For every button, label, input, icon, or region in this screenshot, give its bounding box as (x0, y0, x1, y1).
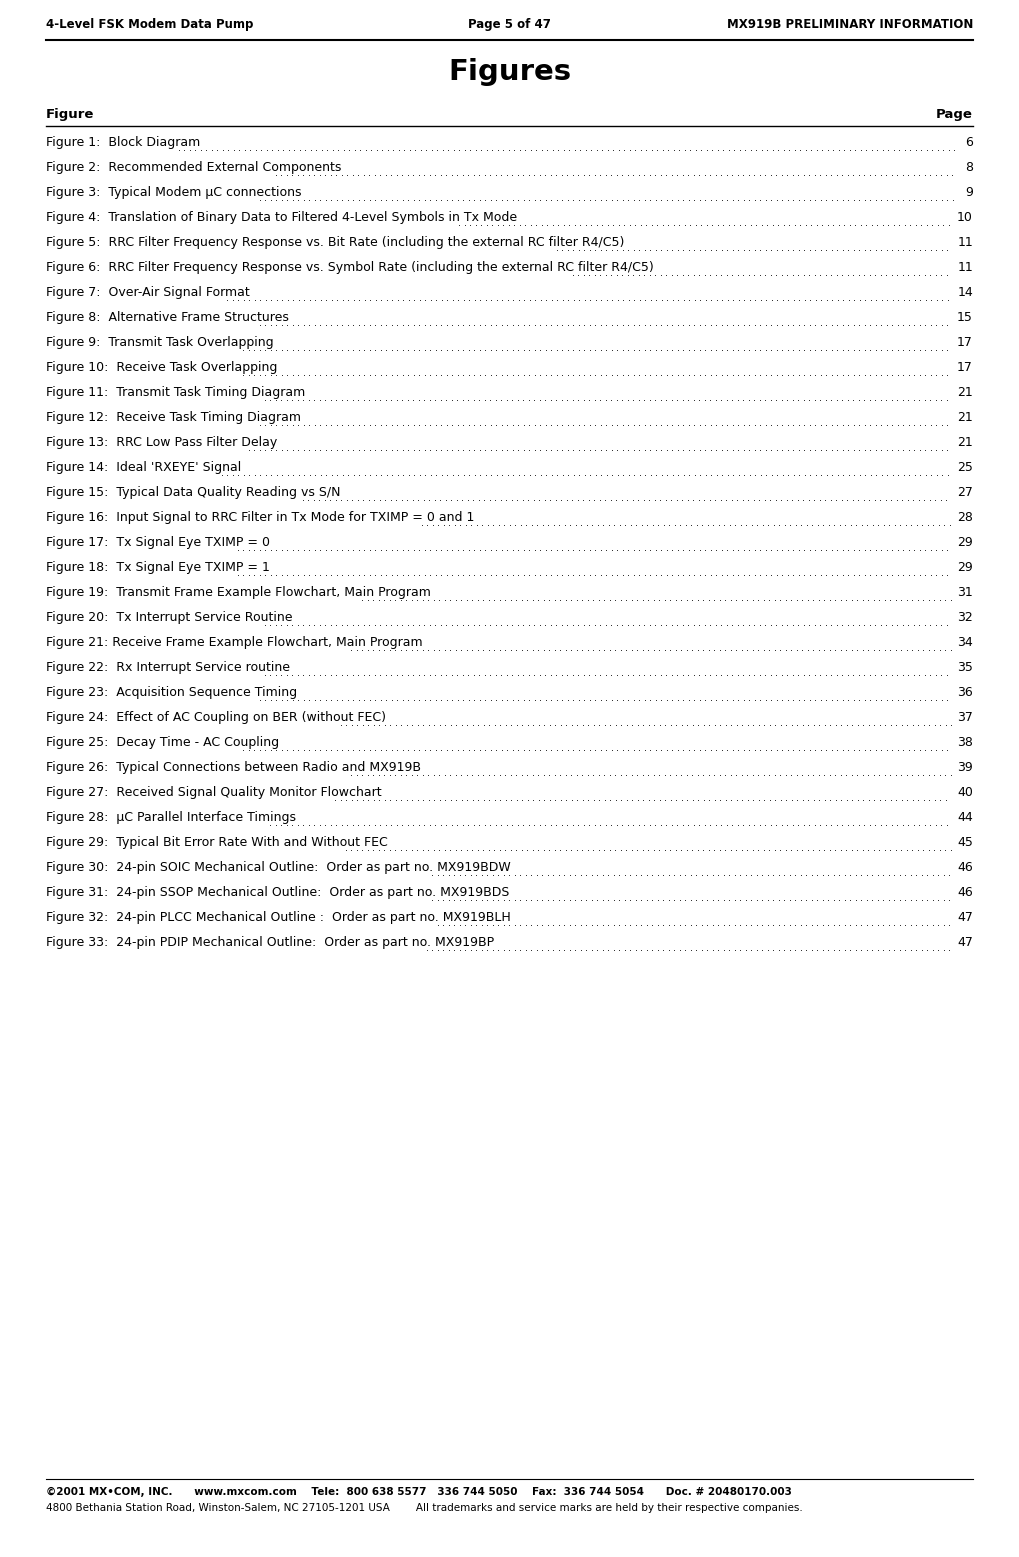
Text: Figure 19:  Transmit Frame Example Flowchart, Main Program: Figure 19: Transmit Frame Example Flowch… (46, 585, 431, 599)
Text: 37: 37 (957, 712, 973, 724)
Text: 11: 11 (957, 237, 973, 249)
Text: 40: 40 (957, 786, 973, 799)
Text: 17: 17 (957, 336, 973, 349)
Text: Figures: Figures (448, 58, 571, 86)
Text: Figure 22:  Rx Interrupt Service routine: Figure 22: Rx Interrupt Service routine (46, 662, 290, 674)
Text: 17: 17 (957, 361, 973, 374)
Text: Figure 32:  24-pin PLCC Mechanical Outline :  Order as part no. MX919BLH: Figure 32: 24-pin PLCC Mechanical Outlin… (46, 911, 511, 923)
Text: Figure 5:  RRC Filter Frequency Response vs. Bit Rate (including the external RC: Figure 5: RRC Filter Frequency Response … (46, 237, 625, 249)
Text: 21: 21 (957, 411, 973, 424)
Text: 28: 28 (957, 511, 973, 525)
Text: Figure 15:  Typical Data Quality Reading vs S/N: Figure 15: Typical Data Quality Reading … (46, 486, 340, 498)
Text: Figure 17:  Tx Signal Eye TXIMP = 0: Figure 17: Tx Signal Eye TXIMP = 0 (46, 536, 270, 550)
Text: 31: 31 (957, 585, 973, 599)
Text: Figure 18:  Tx Signal Eye TXIMP = 1: Figure 18: Tx Signal Eye TXIMP = 1 (46, 561, 270, 575)
Text: 4800 Bethania Station Road, Winston-Salem, NC 27105-1201 USA        All trademar: 4800 Bethania Station Road, Winston-Sale… (46, 1503, 803, 1513)
Text: 6: 6 (965, 135, 973, 149)
Text: Figure 4:  Translation of Binary Data to Filtered 4-Level Symbols in Tx Mode: Figure 4: Translation of Binary Data to … (46, 212, 517, 224)
Text: 14: 14 (957, 286, 973, 299)
Text: Figure 24:  Effect of AC Coupling on BER (without FEC): Figure 24: Effect of AC Coupling on BER … (46, 712, 386, 724)
Text: 27: 27 (957, 486, 973, 498)
Text: 38: 38 (957, 736, 973, 749)
Text: 29: 29 (957, 561, 973, 575)
Text: Page: Page (936, 107, 973, 121)
Text: 32: 32 (957, 610, 973, 624)
Text: Figure 16:  Input Signal to RRC Filter in Tx Mode for TXIMP = 0 and 1: Figure 16: Input Signal to RRC Filter in… (46, 511, 475, 525)
Text: 44: 44 (957, 811, 973, 824)
Text: 9: 9 (965, 185, 973, 199)
Text: 15: 15 (957, 311, 973, 324)
Text: 46: 46 (957, 861, 973, 873)
Text: 4-Level FSK Modem Data Pump: 4-Level FSK Modem Data Pump (46, 19, 254, 31)
Text: Page 5 of 47: Page 5 of 47 (468, 19, 551, 31)
Text: 34: 34 (957, 635, 973, 649)
Text: 47: 47 (957, 911, 973, 923)
Text: Figure 13:  RRC Low Pass Filter Delay: Figure 13: RRC Low Pass Filter Delay (46, 436, 277, 448)
Text: 8: 8 (965, 160, 973, 174)
Text: Figure 10:  Receive Task Overlapping: Figure 10: Receive Task Overlapping (46, 361, 277, 374)
Text: 21: 21 (957, 386, 973, 399)
Text: Figure 9:  Transmit Task Overlapping: Figure 9: Transmit Task Overlapping (46, 336, 274, 349)
Text: Figure 14:  Ideal 'RXEYE' Signal: Figure 14: Ideal 'RXEYE' Signal (46, 461, 242, 473)
Text: Figure 12:  Receive Task Timing Diagram: Figure 12: Receive Task Timing Diagram (46, 411, 301, 424)
Text: 35: 35 (957, 662, 973, 674)
Text: Figure 29:  Typical Bit Error Rate With and Without FEC: Figure 29: Typical Bit Error Rate With a… (46, 836, 388, 849)
Text: 45: 45 (957, 836, 973, 849)
Text: 36: 36 (957, 687, 973, 699)
Text: Figure: Figure (46, 107, 95, 121)
Text: Figure 23:  Acquisition Sequence Timing: Figure 23: Acquisition Sequence Timing (46, 687, 298, 699)
Text: Figure 28:  μC Parallel Interface Timings: Figure 28: μC Parallel Interface Timings (46, 811, 296, 824)
Text: Figure 26:  Typical Connections between Radio and MX919B: Figure 26: Typical Connections between R… (46, 761, 421, 774)
Text: Figure 31:  24-pin SSOP Mechanical Outline:  Order as part no. MX919BDS: Figure 31: 24-pin SSOP Mechanical Outlin… (46, 886, 510, 898)
Text: 25: 25 (957, 461, 973, 473)
Text: Figure 21: Receive Frame Example Flowchart, Main Program: Figure 21: Receive Frame Example Flowcha… (46, 635, 423, 649)
Text: Figure 25:  Decay Time - AC Coupling: Figure 25: Decay Time - AC Coupling (46, 736, 279, 749)
Text: 39: 39 (957, 761, 973, 774)
Text: Figure 20:  Tx Interrupt Service Routine: Figure 20: Tx Interrupt Service Routine (46, 610, 292, 624)
Text: Figure 8:  Alternative Frame Structures: Figure 8: Alternative Frame Structures (46, 311, 288, 324)
Text: Figure 11:  Transmit Task Timing Diagram: Figure 11: Transmit Task Timing Diagram (46, 386, 306, 399)
Text: 29: 29 (957, 536, 973, 550)
Text: 11: 11 (957, 262, 973, 274)
Text: Figure 6:  RRC Filter Frequency Response vs. Symbol Rate (including the external: Figure 6: RRC Filter Frequency Response … (46, 262, 654, 274)
Text: Figure 1:  Block Diagram: Figure 1: Block Diagram (46, 135, 201, 149)
Text: 47: 47 (957, 936, 973, 950)
Text: 10: 10 (957, 212, 973, 224)
Text: Figure 7:  Over-Air Signal Format: Figure 7: Over-Air Signal Format (46, 286, 250, 299)
Text: Figure 3:  Typical Modem μC connections: Figure 3: Typical Modem μC connections (46, 185, 302, 199)
Text: Figure 30:  24-pin SOIC Mechanical Outline:  Order as part no. MX919BDW: Figure 30: 24-pin SOIC Mechanical Outlin… (46, 861, 511, 873)
Text: MX919B PRELIMINARY INFORMATION: MX919B PRELIMINARY INFORMATION (727, 19, 973, 31)
Text: Figure 33:  24-pin PDIP Mechanical Outline:  Order as part no. MX919BP: Figure 33: 24-pin PDIP Mechanical Outlin… (46, 936, 494, 950)
Text: Figure 2:  Recommended External Components: Figure 2: Recommended External Component… (46, 160, 341, 174)
Text: ©2001 MX•COM, INC.      www.mxcom.com    Tele:  800 638 5577   336 744 5050    F: ©2001 MX•COM, INC. www.mxcom.com Tele: 8… (46, 1487, 792, 1498)
Text: Figure 27:  Received Signal Quality Monitor Flowchart: Figure 27: Received Signal Quality Monit… (46, 786, 382, 799)
Text: 21: 21 (957, 436, 973, 448)
Text: 46: 46 (957, 886, 973, 898)
